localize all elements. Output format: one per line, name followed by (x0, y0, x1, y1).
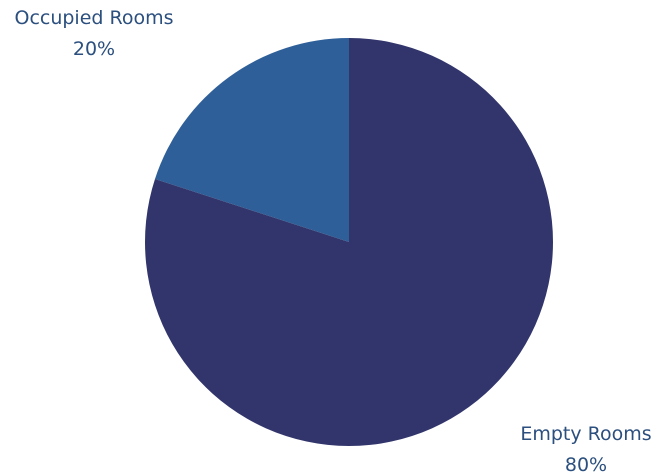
pie-slice-occupied-rooms (154, 38, 349, 242)
label-occupied-rooms: Occupied Rooms (14, 7, 173, 29)
pie-slices (145, 38, 554, 446)
value-label-occupied-rooms: 20% (73, 38, 115, 60)
pie-slice-empty-rooms (145, 38, 554, 446)
value-label-empty-rooms: 80% (565, 454, 607, 476)
label-empty-rooms: Empty Rooms (520, 423, 651, 445)
